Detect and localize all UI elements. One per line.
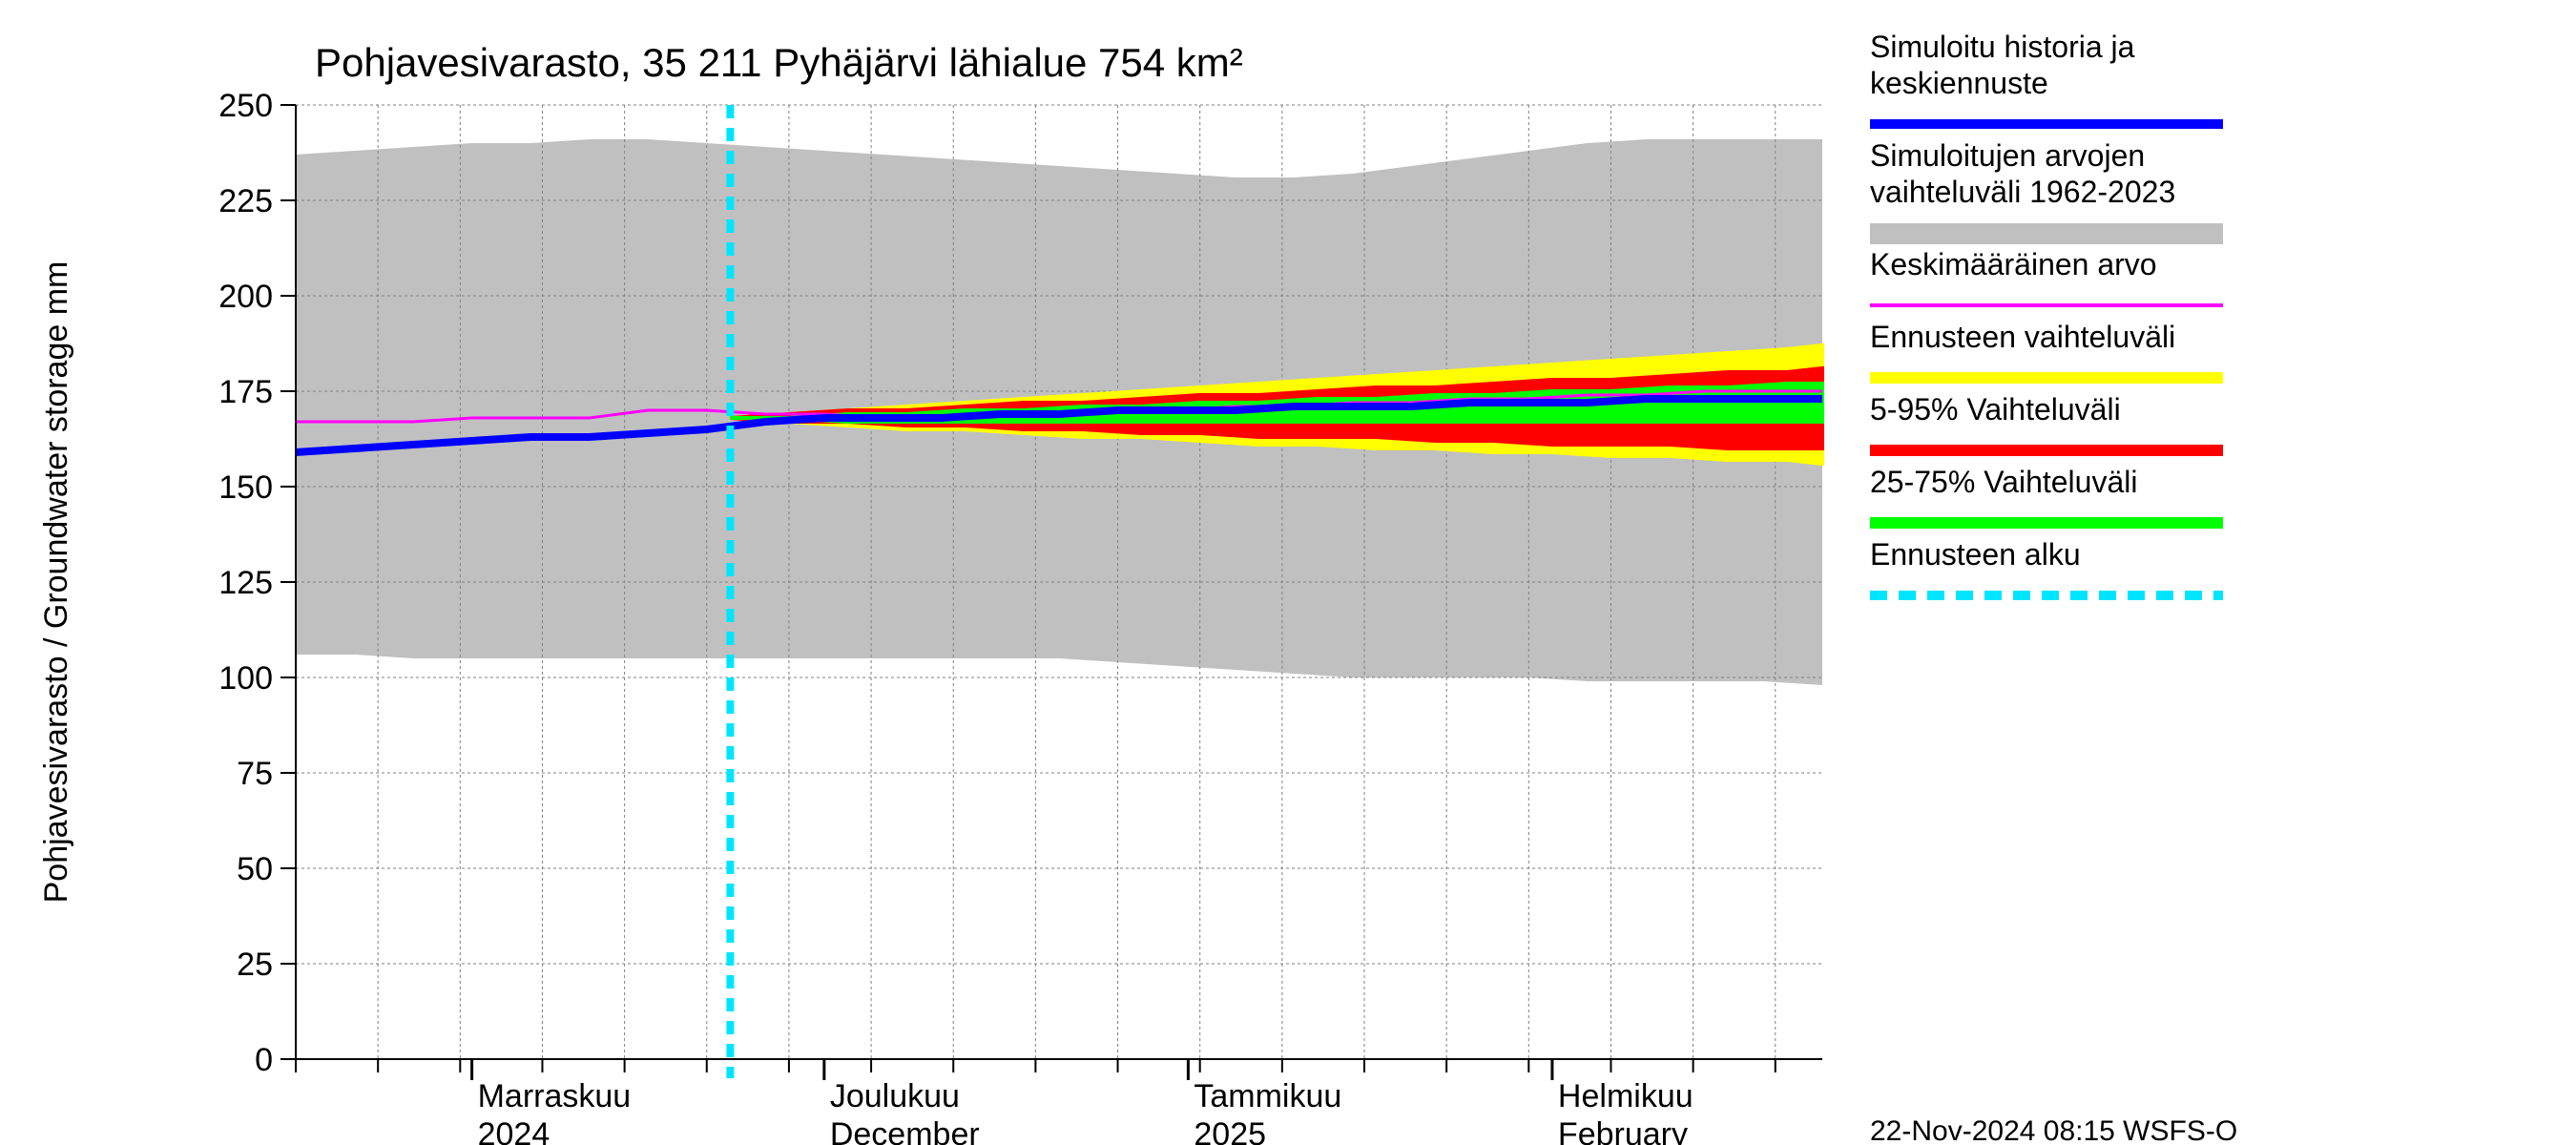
y-tick-label: 50 <box>237 851 273 887</box>
chart-title: Pohjavesivarasto, 35 211 Pyhäjärvi lähia… <box>315 40 1243 85</box>
x-month-label-bottom: 2024 <box>478 1116 551 1145</box>
legend-label: Ennusteen alku <box>1870 537 2081 572</box>
y-tick-label: 150 <box>218 469 273 506</box>
legend-label: Simuloitu historia ja <box>1870 30 2135 64</box>
x-month-label-top: Tammikuu <box>1194 1078 1341 1114</box>
y-tick-label: 175 <box>218 374 273 410</box>
legend-label: vaihteluväli 1962-2023 <box>1870 175 2175 209</box>
legend-label: Ennusteen vaihteluväli <box>1870 320 2175 354</box>
footer-timestamp: 22-Nov-2024 08:15 WSFS-O <box>1870 1115 2237 1145</box>
x-month-label-top: Helmikuu <box>1558 1078 1693 1114</box>
x-month-label-bottom: December <box>830 1116 980 1145</box>
legend-label: 25-75% Vaihteluväli <box>1870 465 2137 499</box>
y-tick-label: 200 <box>218 279 273 315</box>
x-month-label-bottom: 2025 <box>1194 1116 1266 1145</box>
y-tick-label: 25 <box>237 947 273 983</box>
y-tick-label: 100 <box>218 660 273 697</box>
legend-label: keskiennuste <box>1870 66 2048 100</box>
y-axis-title: Pohjavesivarasto / Groundwater storage m… <box>38 261 74 904</box>
chart-container: 0255075100125150175200225250Marraskuu202… <box>0 0 2576 1145</box>
legend-swatch <box>1870 223 2223 244</box>
legend-label: Simuloitujen arvojen <box>1870 138 2145 173</box>
x-month-label-top: Marraskuu <box>478 1078 632 1114</box>
y-tick-label: 75 <box>237 756 273 792</box>
chart-svg: 0255075100125150175200225250Marraskuu202… <box>0 0 2576 1145</box>
y-tick-label: 250 <box>218 88 273 124</box>
x-month-label-top: Joulukuu <box>830 1078 960 1114</box>
y-tick-label: 125 <box>218 565 273 601</box>
legend-label: Keskimääräinen arvo <box>1870 247 2157 281</box>
y-tick-label: 225 <box>218 183 273 219</box>
x-month-label-bottom: February <box>1558 1116 1688 1145</box>
legend-label: 5-95% Vaihteluväli <box>1870 392 2121 427</box>
y-tick-label: 0 <box>255 1042 273 1078</box>
